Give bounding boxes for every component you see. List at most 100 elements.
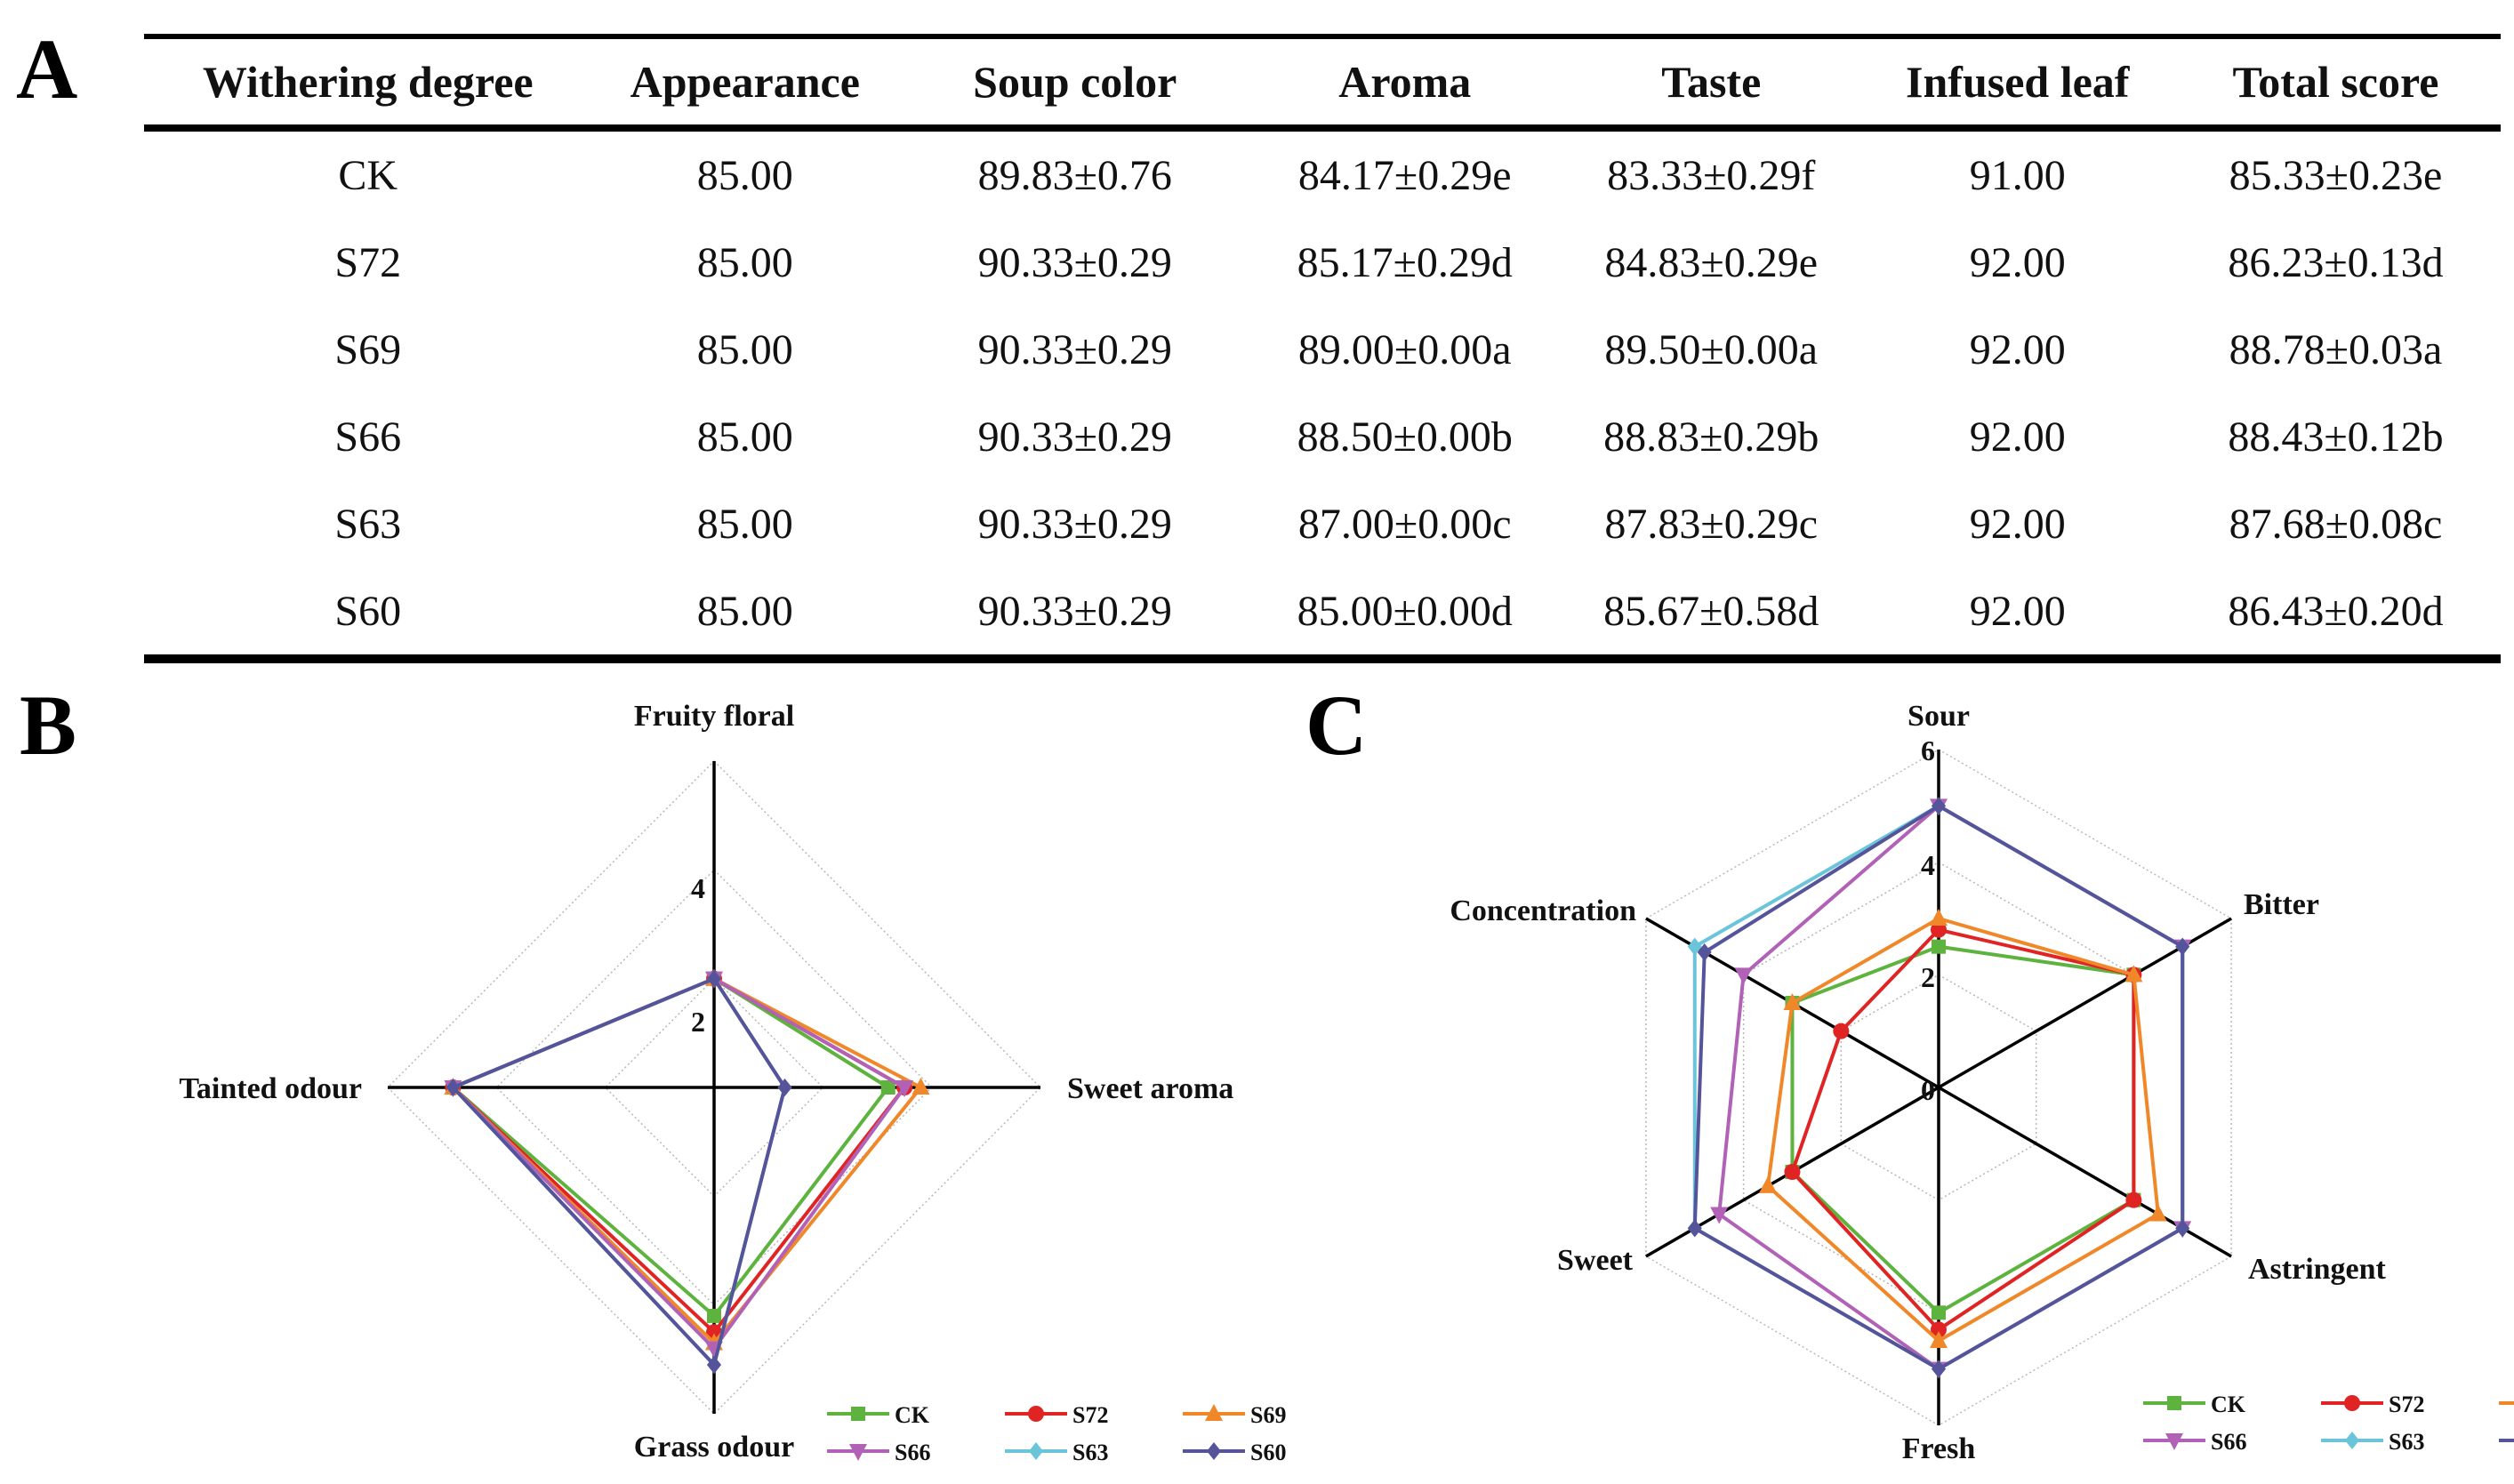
tick-label: 4 <box>691 872 705 904</box>
series-ck <box>1785 939 2141 1320</box>
legend-item-s63: S63 <box>1005 1440 1108 1465</box>
legend-item-s72: S72 <box>2321 1392 2424 1417</box>
legend-item-s63: S63 <box>2321 1429 2424 1455</box>
legend-label: S66 <box>2211 1429 2246 1455</box>
table-cell: 85.33±0.23e <box>2229 151 2443 199</box>
data-point-s60 <box>1687 1219 1702 1238</box>
data-point-s60 <box>1207 1442 1221 1460</box>
table-cell: 90.33±0.29 <box>977 500 1172 548</box>
data-point-s69 <box>1930 909 1948 926</box>
table-cell: 88.43±0.12b <box>2228 413 2444 461</box>
table-cell: 90.33±0.29 <box>977 325 1172 373</box>
data-point-s69 <box>1759 1175 1778 1193</box>
data-point-ck <box>1932 939 1946 954</box>
table-row: S72 85.00 90.33±0.29 85.17±0.29d 84.83±0.29e… <box>144 219 2501 306</box>
row-label-cell: S60 <box>144 567 592 663</box>
legend-label: S69 <box>1250 1402 1286 1428</box>
legend-item-ck: CK <box>2143 1392 2246 1417</box>
legend-label: S66 <box>895 1440 930 1465</box>
legend: CK S72 S69 S66 S63 S60 <box>827 1402 1286 1465</box>
data-point-s69 <box>2149 1204 2167 1222</box>
table-cell: 92.00 <box>1969 238 2066 286</box>
axis-label: Fresh <box>1902 1432 1976 1465</box>
legend-item-s60: S60 <box>2499 1439 2514 1442</box>
data-point-s60 <box>2175 937 2190 956</box>
table-cell: 87.68±0.08c <box>2229 500 2443 548</box>
tick-label: 4 <box>1921 849 1935 881</box>
data-point-s60 <box>2175 1219 2190 1238</box>
legend-label: S72 <box>2389 1392 2424 1417</box>
table-cell: 89.83±0.76 <box>977 151 1172 199</box>
table-cell: 91.00 <box>1969 151 2066 199</box>
axis-label: Tainted odour <box>179 1072 362 1105</box>
data-point-s63 <box>1687 937 1702 956</box>
series-line-s72 <box>1790 927 2136 1332</box>
column-header: Total score <box>2171 34 2501 132</box>
panel-label-a: A <box>16 21 78 116</box>
column-header: Infused leaf <box>1864 34 2171 132</box>
legend-item-ck: CK <box>827 1402 930 1428</box>
table-cell: 88.78±0.03a <box>2229 325 2443 373</box>
data-point-ck <box>2167 1396 2181 1410</box>
tick-label: 6 <box>1921 734 1935 766</box>
data-point-s63 <box>2345 1432 2359 1449</box>
series-s69 <box>1759 909 2167 1348</box>
table-cell: 85.00 <box>696 500 793 548</box>
data-point-s60 <box>777 1079 792 1096</box>
row-label-cell: S72 <box>334 238 402 286</box>
legend-label: CK <box>2211 1392 2246 1417</box>
legend-item-s72: S72 <box>1005 1402 1108 1428</box>
tick-label: 2 <box>691 1006 705 1038</box>
table-row: S63 85.00 90.33±0.29 87.00±0.00c 87.83±0.29c… <box>144 480 2501 567</box>
table-row: S66 85.00 90.33±0.29 88.50±0.00b 88.83±0.29b… <box>144 393 2501 480</box>
axis-label: Sweet <box>1557 1244 1634 1277</box>
data-point-s72 <box>1931 921 1947 938</box>
data-point-s66 <box>1710 1207 1729 1224</box>
sensory-score-table: Withering degree Appearance Soup color A… <box>144 34 2501 663</box>
data-point-ck <box>880 1080 896 1095</box>
radar-chart-b: 4 2 Fruity floral Sweet aroma Grass odour Tai… <box>179 700 1286 1465</box>
column-header: Aroma <box>1251 34 1558 132</box>
table-row: CK 85.00 89.83±0.76 84.17±0.29e 83.33±0.29f 9… <box>144 128 2501 219</box>
table-cell: 90.33±0.29 <box>977 238 1172 286</box>
data-point-s69 <box>912 1078 930 1095</box>
table-cell: 87.00±0.00c <box>1297 500 1512 548</box>
data-point-s72 <box>1833 1023 1850 1039</box>
grid-ring <box>386 759 1042 1416</box>
data-point-s60 <box>446 1079 461 1096</box>
table-cell: 85.00 <box>696 413 793 461</box>
legend-item-s60: S60 <box>1183 1440 1286 1465</box>
tick-label: 2 <box>1921 961 1935 993</box>
table-cell: 90.33±0.29 <box>977 413 1172 461</box>
tick-label: 0 <box>1921 1074 1935 1106</box>
table-cell: 88.83±0.29b <box>1603 413 1819 461</box>
legend-item-s69: S69 <box>1183 1402 1286 1428</box>
data-point-s69 <box>1205 1404 1223 1421</box>
table-cell: 92.00 <box>1864 567 2171 663</box>
axis-label: Sweet aroma <box>1067 1072 1233 1105</box>
legend-label: S72 <box>1072 1402 1108 1428</box>
data-point-s72 <box>2344 1395 2360 1411</box>
row-label-cell: S66 <box>334 413 402 461</box>
data-point-s60 <box>1932 797 1946 815</box>
column-header: Appearance <box>591 34 898 132</box>
data-point-s66 <box>849 1444 867 1461</box>
table-cell: 86.23±0.13d <box>2228 238 2444 286</box>
row-label-cell: S69 <box>334 325 402 373</box>
column-header: Taste <box>1558 34 1865 132</box>
data-point-ck <box>1932 1305 1946 1320</box>
data-point-s72 <box>1931 1321 1947 1338</box>
row-label-cell: S63 <box>334 500 402 548</box>
data-point-s69 <box>1930 1331 1948 1348</box>
legend-label: S63 <box>1072 1440 1108 1465</box>
legend-label: S63 <box>2389 1429 2424 1455</box>
axis-label: Concentration <box>1450 894 1636 927</box>
table-cell: 89.50±0.00a <box>1604 325 1819 373</box>
data-point-s60 <box>707 969 721 988</box>
data-point-s66 <box>1734 967 1753 985</box>
table-cell: 85.00 <box>696 238 793 286</box>
legend-item-s66: S66 <box>2143 1429 2246 1455</box>
table-cell: 87.83±0.29c <box>1604 500 1819 548</box>
data-point-s60 <box>707 1355 721 1374</box>
